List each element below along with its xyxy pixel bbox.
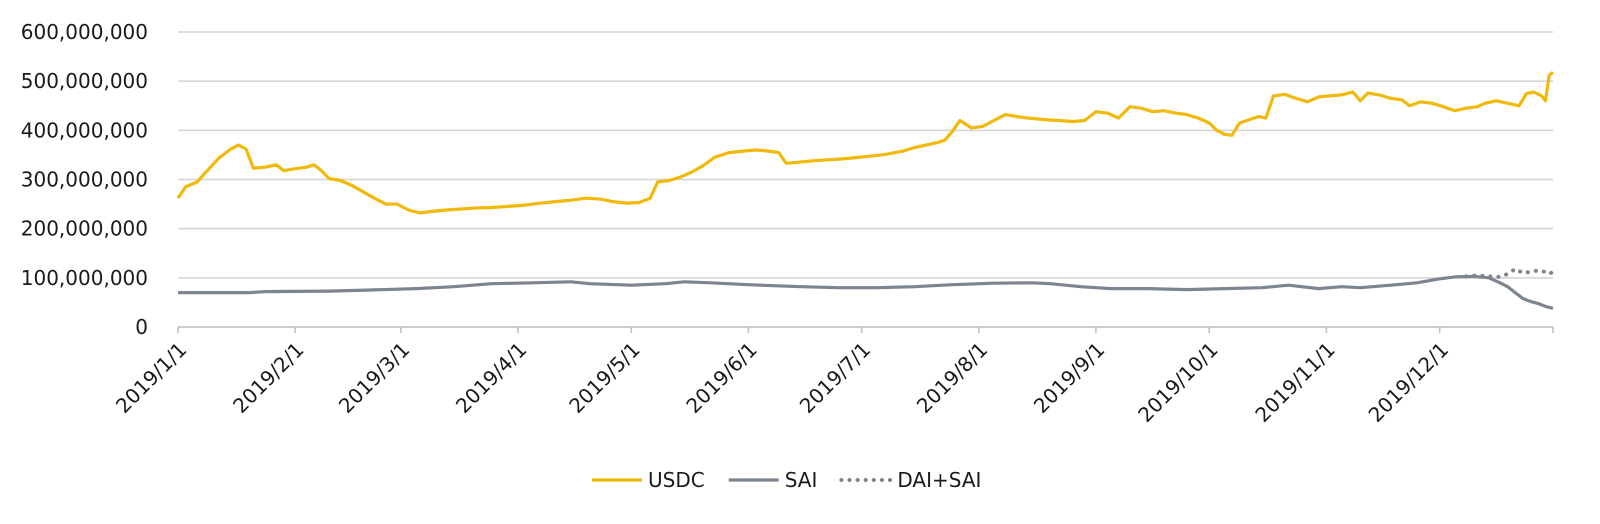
x-tick-label: 2019/11/1 — [1250, 337, 1339, 426]
x-tick-label: 2019/12/1 — [1364, 337, 1453, 426]
y-tick-label: 100,000,000 — [21, 266, 148, 290]
x-tick-label: 2019/5/1 — [564, 337, 644, 417]
x-tick-label: 2019/9/1 — [1029, 337, 1109, 417]
legend: USDC SAI DAI+SAI — [592, 468, 981, 492]
x-tick-label: 2019/7/1 — [795, 337, 875, 417]
x-tick-label: 2019/2/1 — [228, 337, 308, 417]
x-tick-label: 2019/4/1 — [451, 337, 531, 417]
series-line-dai-sai — [1464, 267, 1555, 279]
legend-label: DAI+SAI — [897, 468, 981, 492]
x-tick-label: 2019/1/1 — [111, 337, 191, 417]
y-tick-label: 500,000,000 — [21, 69, 148, 93]
legend-label: USDC — [648, 468, 705, 492]
series-layer — [176, 71, 1555, 310]
y-tick-label: 400,000,000 — [21, 118, 148, 142]
y-tick-label: 200,000,000 — [21, 217, 148, 241]
series-line-usdc — [176, 71, 1554, 215]
legend-label: SAI — [785, 468, 818, 492]
x-tick-label: 2019/10/1 — [1133, 337, 1222, 426]
x-tick-label: 2019/6/1 — [681, 337, 761, 417]
x-axis: 2019/1/1 2019/2/1 2019/3/1 2019/4/1 2019/5/1… — [111, 326, 1554, 427]
grid — [178, 31, 1553, 279]
y-axis: 0 100,000,000 200,000,000 300,000,000 400,00… — [21, 20, 148, 339]
series-line-sai — [178, 274, 1554, 310]
x-tick-label: 2019/8/1 — [912, 337, 992, 417]
y-tick-label: 600,000,000 — [21, 20, 148, 44]
y-tick-label: 300,000,000 — [21, 168, 148, 192]
y-tick-label: 0 — [135, 315, 148, 339]
x-tick-label: 2019/3/1 — [334, 337, 414, 417]
